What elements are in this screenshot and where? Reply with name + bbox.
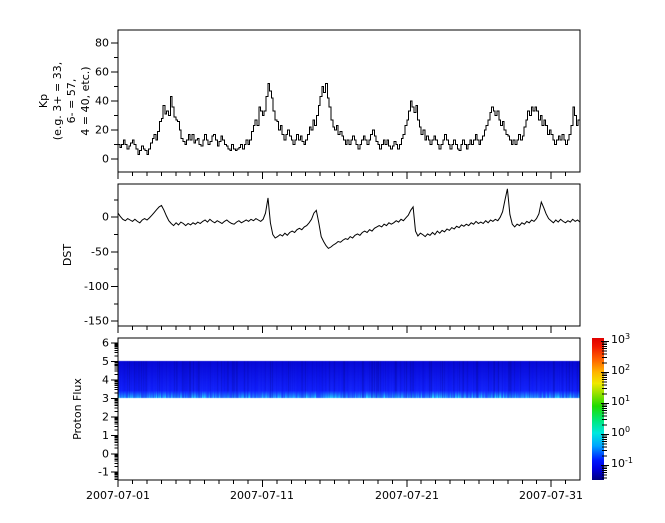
x-tick-label-jul01: 2007-07-01 — [86, 489, 150, 502]
kp-axis-label-line2: (e.g. 3+ = 33, — [51, 61, 64, 141]
proton-flux-band — [118, 338, 580, 480]
y-tick-label: -100 — [84, 280, 109, 293]
kp-axis-label-line1: Kp — [37, 93, 50, 109]
y-tick-label: 4 — [102, 373, 109, 386]
dst-line — [117, 188, 581, 250]
y-tick-label: 6 — [102, 336, 109, 349]
panel-border — [117, 183, 581, 327]
kp-line — [118, 83, 580, 156]
x-tick-label-jul31: 2007-07-31 — [519, 489, 583, 502]
colorbar-label-1e0: 100 — [611, 425, 631, 439]
colorbar-label-1e-1: 10-1 — [611, 456, 633, 470]
dst-axis-label: DST — [61, 243, 74, 267]
y-tick-label: 2 — [102, 410, 109, 423]
y-tick-label: 40 — [95, 95, 109, 108]
y-tick-label: -150 — [84, 315, 109, 328]
y-tick-label: -1 — [98, 466, 109, 479]
kp-axis-label-line4: 4 = 40, etc.) — [79, 66, 92, 136]
colorbar-label-1e1: 101 — [611, 394, 631, 408]
y-tick-label: -50 — [91, 245, 109, 258]
proton-flux-axis-label: Proton Flux — [71, 378, 84, 440]
y-tick-label: 1 — [102, 429, 109, 442]
y-tick-label: 80 — [95, 37, 109, 50]
y-tick-label: 3 — [102, 392, 109, 405]
y-tick-label: 20 — [95, 123, 109, 136]
y-tick-label: 0 — [102, 152, 109, 165]
x-tick-label-jul11: 2007-07-11 — [230, 489, 294, 502]
y-tick-label: 0 — [102, 447, 109, 460]
y-tick-label: 0 — [102, 211, 109, 224]
x-tick-label-jul21: 2007-07-21 — [375, 489, 439, 502]
colorbar — [592, 338, 604, 480]
y-tick-label: 5 — [102, 355, 109, 368]
kp-axis-label: Kp (e.g. 3+ = 33, 6- = 57, 4 = 40, etc.) — [37, 62, 93, 140]
panel-border — [117, 29, 581, 173]
panel-border — [117, 337, 581, 481]
y-tick-label: 60 — [95, 66, 109, 79]
colorbar-label-1e2: 102 — [611, 363, 631, 377]
kp-axis-label-line3: 6- = 57, — [65, 78, 78, 124]
colorbar-label-1e3: 103 — [611, 332, 631, 346]
